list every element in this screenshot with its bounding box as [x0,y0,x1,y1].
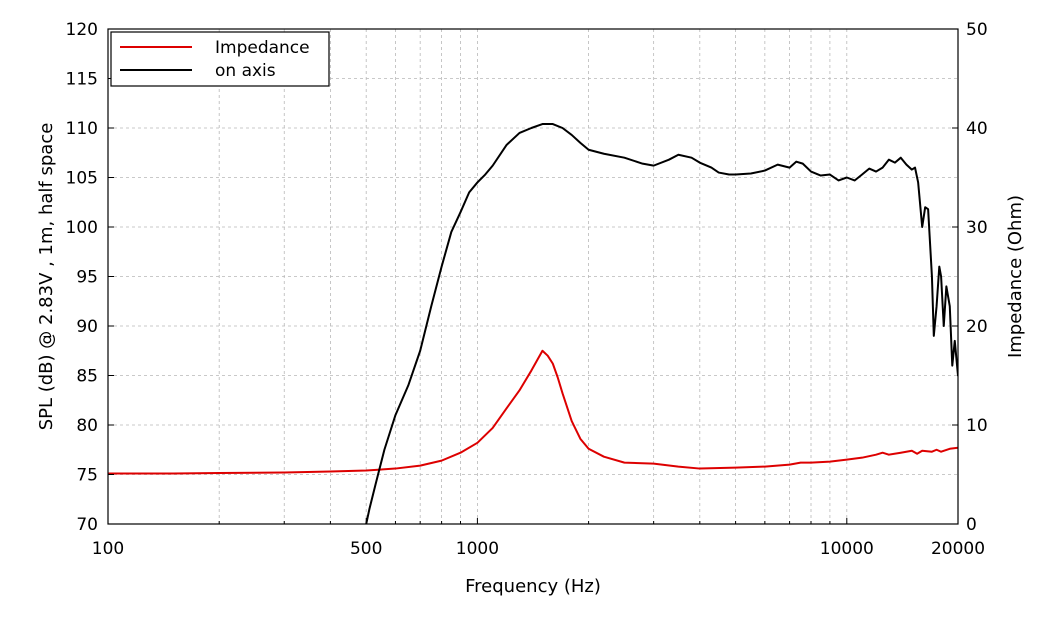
x-tick-label: 100 [92,539,124,559]
series-line-on-axis [365,123,958,524]
y-right-axis-title: Impedance (Ohm) [1005,195,1026,358]
y-left-tick-label: 75 [76,466,98,486]
y-left-tick-label: 115 [66,70,98,90]
x-tick-label: 500 [350,539,382,559]
legend-box [110,31,330,87]
y-left-tick-label: 95 [76,268,98,288]
y-left-tick-label: 85 [76,367,98,387]
x-tick-label: 10000 [820,539,874,559]
series-line-impedance [108,349,958,475]
y-left-tick-label: 120 [66,20,98,40]
y-left-tick-label: 70 [76,515,98,535]
y-right-tick-label: 10 [966,416,988,436]
y-right-tick-label: 30 [966,218,988,238]
legend-label-impedance: Impedance [215,38,310,58]
y-left-tick-label: 90 [76,317,98,337]
y-right-tick-label: 40 [966,119,988,139]
y-left-axis-title: SPL (dB) @ 2.83V , 1m, half space [36,123,57,431]
ticks-layer [107,28,959,525]
y-left-tick-label: 105 [66,169,98,189]
grid-layer [108,29,958,524]
labels-layer: Frequency (Hz) SPL (dB) @ 2.83V , 1m, ha… [36,20,1026,597]
y-left-tick-label: 110 [66,119,98,139]
y-right-tick-label: 50 [966,20,988,40]
legend-label-on-axis: on axis [215,61,276,81]
y-right-tick-label: 0 [966,515,977,535]
y-left-tick-label: 100 [66,218,98,238]
x-tick-label: 1000 [456,539,499,559]
y-left-tick-label: 80 [76,416,98,436]
y-right-tick-label: 20 [966,317,988,337]
legend: Impedance on axis [110,31,330,87]
x-axis-title: Frequency (Hz) [465,576,601,597]
series-layer [108,123,958,524]
x-tick-label: 20000 [931,539,985,559]
